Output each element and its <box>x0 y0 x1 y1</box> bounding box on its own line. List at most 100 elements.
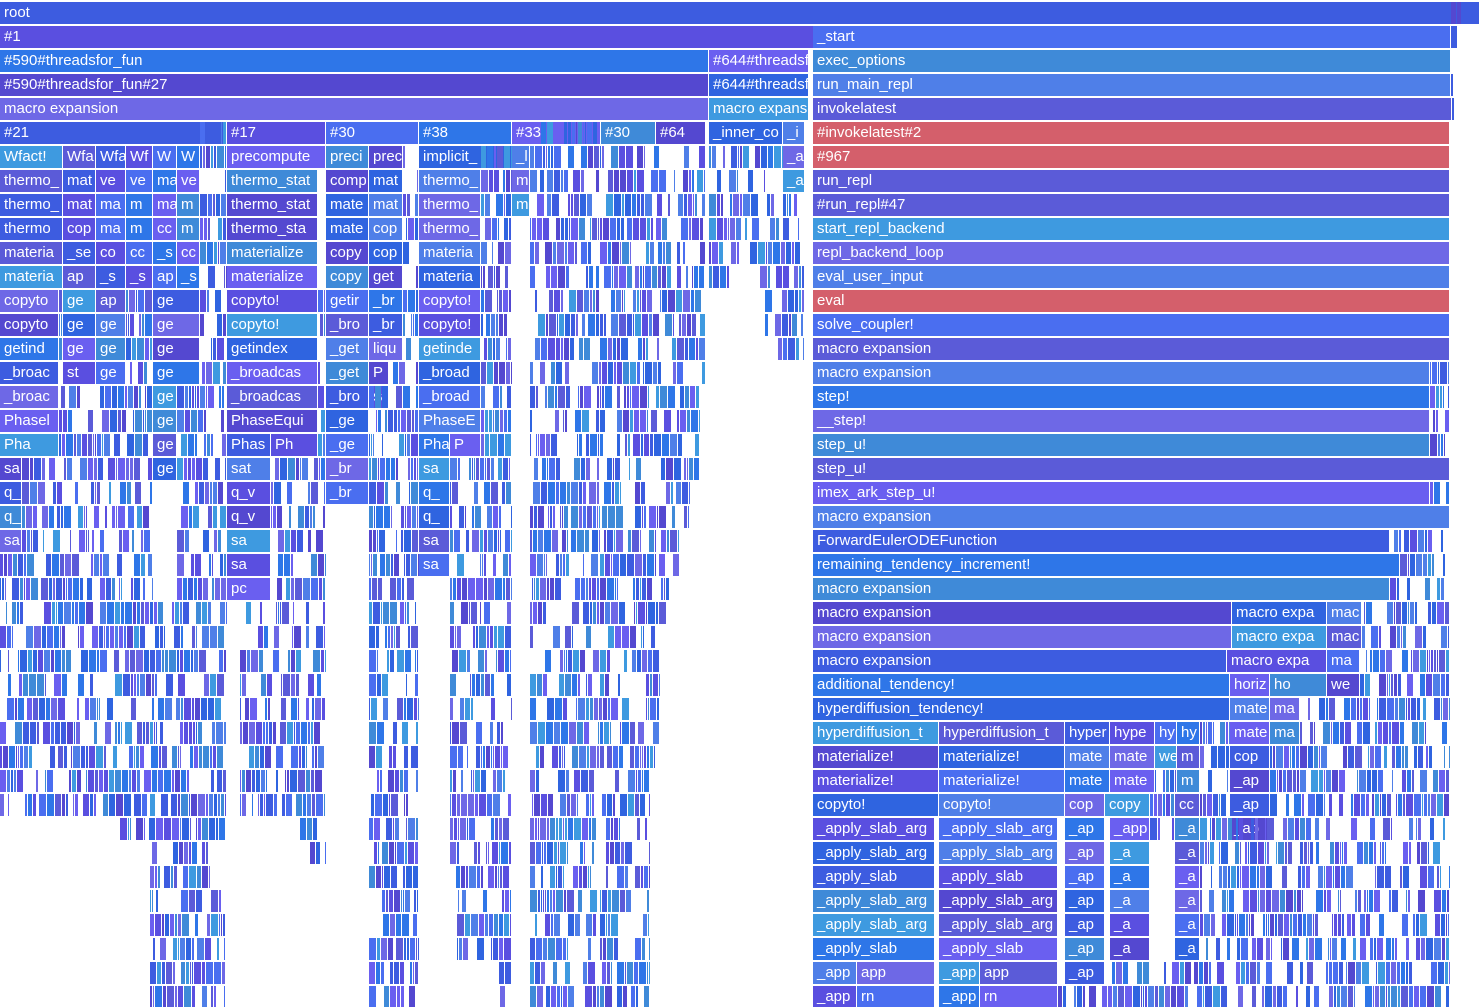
flame-frame-small[interactable] <box>1411 650 1412 672</box>
flame-frame-small[interactable] <box>1229 890 1234 912</box>
flame-frame-small[interactable] <box>42 506 48 528</box>
flame-frame-small[interactable] <box>1446 650 1449 672</box>
flame-frame[interactable]: _apply_slab_arg <box>939 818 1057 840</box>
flame-frame-small[interactable] <box>1441 530 1443 552</box>
flame-frame-small[interactable] <box>256 722 262 744</box>
flame-frame-small[interactable] <box>1397 578 1399 600</box>
flame-frame-small[interactable] <box>62 434 65 456</box>
flame-frame[interactable]: macro expansion <box>813 578 1389 600</box>
flame-frame-small[interactable] <box>554 722 560 744</box>
flame-frame-small[interactable] <box>565 626 571 648</box>
flame-frame-small[interactable] <box>600 914 605 936</box>
flame-frame[interactable]: ge <box>63 338 95 360</box>
flame-frame-small[interactable] <box>369 698 370 720</box>
flame-frame[interactable]: m <box>1177 746 1199 768</box>
flame-frame-small[interactable] <box>493 410 494 432</box>
flame-frame-small[interactable] <box>211 146 213 168</box>
flame-frame-small[interactable] <box>1406 794 1413 816</box>
flame-frame-small[interactable] <box>627 266 632 288</box>
flame-frame[interactable]: sa <box>227 554 270 576</box>
flame-frame-small[interactable] <box>544 530 551 552</box>
flame-frame-small[interactable] <box>622 290 623 312</box>
flame-frame-small[interactable] <box>275 458 279 480</box>
flame-frame-small[interactable] <box>578 890 582 912</box>
flame-frame-small[interactable] <box>405 434 406 456</box>
flame-frame-small[interactable] <box>1344 842 1347 864</box>
flame-frame-small[interactable] <box>530 146 534 168</box>
flame-frame-small[interactable] <box>611 146 618 168</box>
flame-frame-small[interactable] <box>568 986 574 1007</box>
flame-frame-small[interactable] <box>1074 986 1076 1007</box>
flame-frame-small[interactable] <box>1338 914 1341 936</box>
flame-frame[interactable]: eval_user_input <box>813 266 1449 288</box>
flame-frame-small[interactable] <box>39 794 46 816</box>
flame-frame-small[interactable] <box>495 410 499 432</box>
flame-frame-small[interactable] <box>494 170 499 192</box>
flame-frame-small[interactable] <box>223 362 226 384</box>
flame-frame[interactable]: sa <box>419 554 449 576</box>
flame-frame[interactable]: mac <box>1327 602 1361 624</box>
flame-frame-small[interactable] <box>73 746 80 768</box>
flame-frame[interactable]: Phasel <box>0 410 58 432</box>
flame-frame[interactable]: m <box>126 194 152 216</box>
flame-frame-small[interactable] <box>1077 986 1082 1007</box>
flame-frame-small[interactable] <box>209 818 215 840</box>
flame-frame-small[interactable] <box>1326 698 1328 720</box>
flame-frame-small[interactable] <box>507 602 511 624</box>
flame-frame-small[interactable] <box>774 146 781 168</box>
flame-frame-small[interactable] <box>1222 914 1226 936</box>
flame-frame-small[interactable] <box>788 290 794 312</box>
flame-frame-small[interactable] <box>174 626 180 648</box>
flame-frame-small[interactable] <box>398 410 400 432</box>
flame-frame-small[interactable] <box>1442 890 1446 912</box>
flame-frame-small[interactable] <box>1143 962 1149 984</box>
flame-frame-small[interactable] <box>1441 914 1445 936</box>
flame-frame-small[interactable] <box>505 434 511 456</box>
flame-frame-small[interactable] <box>468 794 474 816</box>
flame-frame-small[interactable] <box>1300 818 1305 840</box>
flame-frame-small[interactable] <box>656 218 661 240</box>
flame-frame[interactable]: ho <box>1270 674 1326 696</box>
flame-frame-small[interactable] <box>481 866 483 888</box>
flame-frame-small[interactable] <box>1418 818 1421 840</box>
flame-frame-small[interactable] <box>586 794 589 816</box>
flame-frame-small[interactable] <box>724 218 727 240</box>
flame-frame[interactable]: ge <box>153 314 199 336</box>
flame-frame-small[interactable] <box>565 410 567 432</box>
flame-frame-small[interactable] <box>75 482 78 504</box>
flame-frame-small[interactable] <box>564 506 568 528</box>
flame-frame-small[interactable] <box>1308 794 1315 816</box>
flame-frame-small[interactable] <box>1440 866 1441 888</box>
flame-frame-small[interactable] <box>535 290 537 312</box>
flame-frame-small[interactable] <box>608 698 610 720</box>
flame-frame-small[interactable] <box>452 722 459 744</box>
flame-frame-small[interactable] <box>731 242 736 264</box>
flame-frame-small[interactable] <box>133 602 136 624</box>
flame-frame-small[interactable] <box>1266 866 1272 888</box>
flame-frame-small[interactable] <box>139 386 141 408</box>
flame-frame-small[interactable] <box>481 674 484 696</box>
flame-frame-small[interactable] <box>551 434 557 456</box>
flame-frame-small[interactable] <box>1228 866 1230 888</box>
flame-frame-small[interactable] <box>215 290 221 312</box>
flame-frame-small[interactable] <box>782 146 783 168</box>
flame-frame-small[interactable] <box>404 794 405 816</box>
flame-frame-small[interactable] <box>51 650 54 672</box>
flame-frame-small[interactable] <box>403 146 405 168</box>
flame-frame-small[interactable] <box>450 722 451 744</box>
flame-frame-small[interactable] <box>1295 818 1299 840</box>
flame-frame-small[interactable] <box>374 842 377 864</box>
flame-frame-small[interactable] <box>540 578 546 600</box>
flame-frame-small[interactable] <box>1446 674 1449 696</box>
flame-frame-small[interactable] <box>221 194 226 216</box>
flame-frame[interactable]: #967 <box>813 146 1449 168</box>
flame-frame-small[interactable] <box>1337 986 1340 1007</box>
flame-frame-small[interactable] <box>315 746 317 768</box>
flame-frame-small[interactable] <box>646 242 649 264</box>
flame-frame-small[interactable] <box>413 962 414 984</box>
flame-frame-small[interactable] <box>661 530 666 552</box>
flame-frame-small[interactable] <box>475 506 481 528</box>
flame-frame-small[interactable] <box>568 146 574 168</box>
flame-frame-small[interactable] <box>1209 962 1211 984</box>
flame-frame-small[interactable] <box>1208 722 1212 744</box>
